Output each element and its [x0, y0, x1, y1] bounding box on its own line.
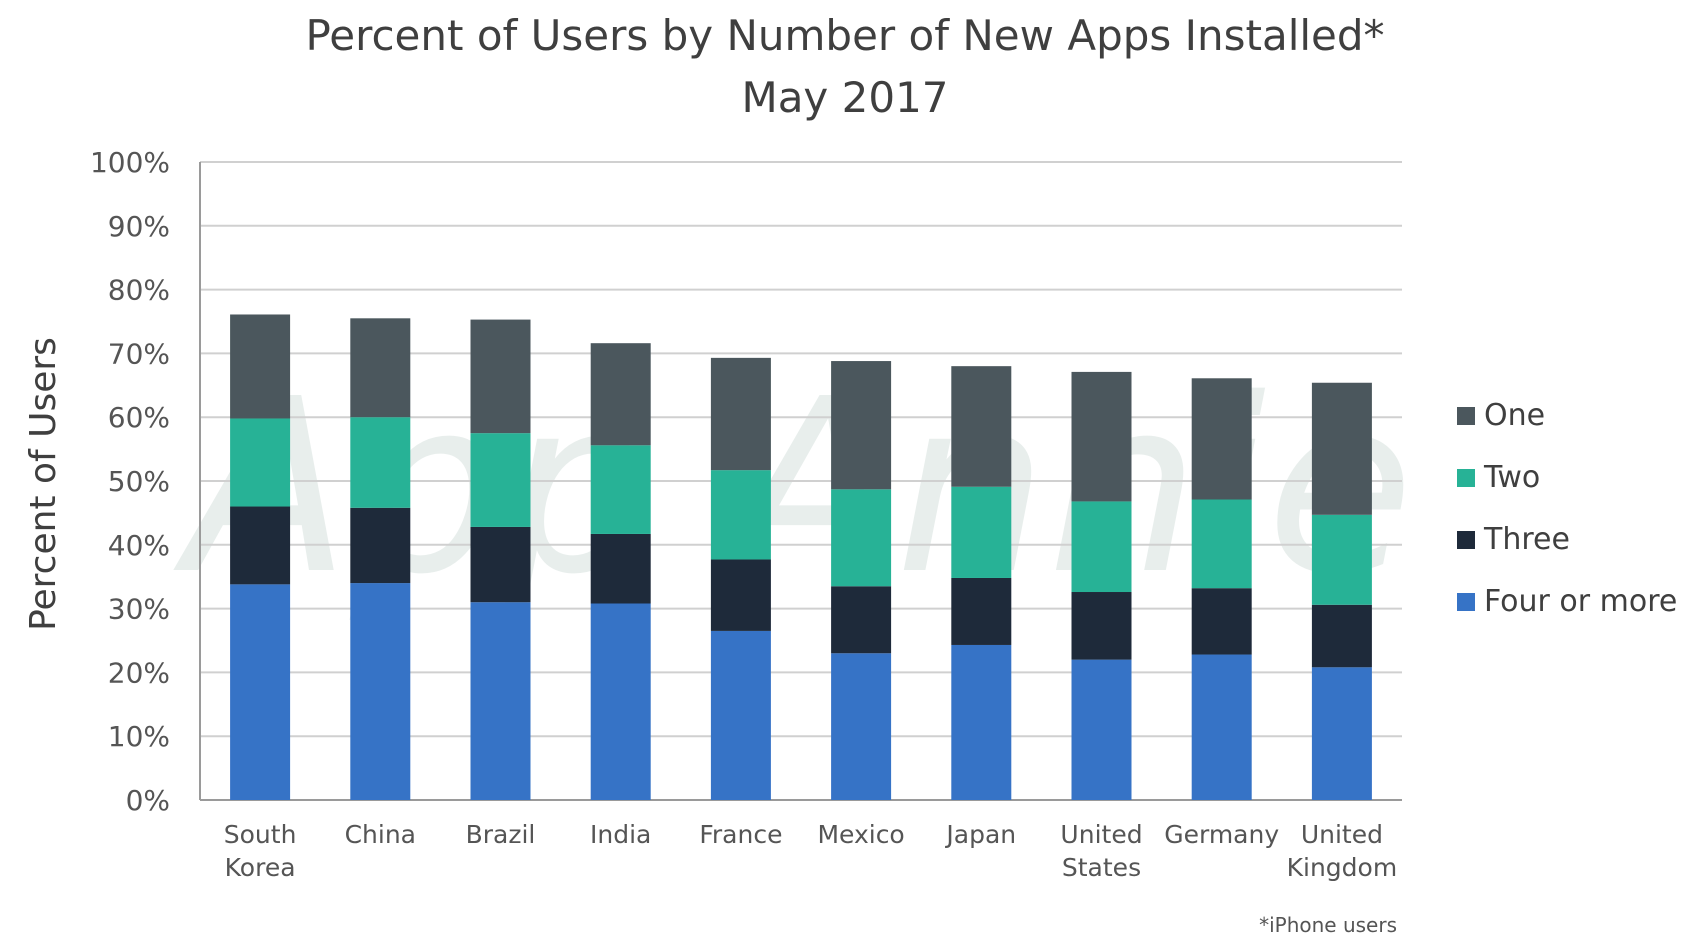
bar-segment-four-or-more [230, 584, 291, 800]
bar-segment-one [1311, 382, 1372, 515]
bar-segment-three [1071, 592, 1132, 660]
bar-segment-four-or-more [1311, 667, 1372, 800]
bar-segment-two [710, 470, 771, 560]
bar-segment-three [350, 507, 411, 584]
bar-segment-one [1071, 371, 1132, 502]
y-tick-label: 40% [108, 529, 170, 562]
bar-segment-one [590, 343, 651, 446]
x-tick-label: Brazil [466, 820, 536, 849]
bar-segment-three [230, 506, 291, 585]
x-tick-label: Mexico [817, 820, 904, 849]
x-tick-label: Japan [944, 820, 1016, 849]
y-tick-label: 70% [108, 337, 170, 370]
bar-segment-two [831, 489, 892, 587]
x-tick-label: China [345, 820, 416, 849]
bar-segment-two [350, 417, 411, 508]
bar-segment-four-or-more [951, 644, 1012, 800]
bar-segment-two [1071, 501, 1132, 593]
bar-segment-two [590, 445, 651, 534]
bar-segment-one [230, 314, 291, 419]
legend-label: Four or more [1484, 584, 1677, 619]
x-tick-label: United States [1060, 820, 1142, 882]
chart-title: Percent of Users by Number of New Apps I… [305, 11, 1384, 60]
bar-segment-two [951, 486, 1012, 578]
legend-label: Two [1483, 460, 1540, 495]
legend-label: One [1484, 398, 1545, 433]
bar-segment-one [710, 357, 771, 471]
bar-segment-one [831, 361, 892, 490]
legend-swatch [1457, 469, 1475, 487]
y-axis-title: Percent of Users [23, 337, 64, 631]
y-tick-label: 80% [108, 274, 170, 307]
bar-segment-four-or-more [1191, 654, 1252, 800]
bar-segment-four-or-more [831, 653, 892, 800]
bar-segment-two [1311, 514, 1372, 605]
y-tick-label: 60% [108, 401, 170, 434]
legend-swatch [1457, 407, 1475, 425]
bar-segment-three [590, 533, 651, 604]
bar-segment-four-or-more [710, 630, 771, 800]
legend-swatch [1457, 593, 1475, 611]
x-tick-label: France [699, 820, 782, 849]
bar-segment-three [1191, 588, 1252, 655]
y-tick-label: 10% [108, 720, 170, 753]
bar-segment-four-or-more [590, 603, 651, 800]
chart-subtitle: May 2017 [741, 73, 948, 122]
y-tick-label: 100% [90, 146, 170, 179]
bar-segment-one [1191, 378, 1252, 500]
x-tick-label: United Kingdom [1287, 820, 1398, 882]
bar-segment-three [1311, 604, 1372, 668]
bar-segment-four-or-more [350, 583, 411, 800]
bar-segment-four-or-more [1071, 659, 1132, 800]
y-tick-label: 30% [108, 593, 170, 626]
bar-segment-one [470, 319, 531, 434]
legend-swatch [1457, 531, 1475, 549]
y-tick-label: 20% [108, 656, 170, 689]
y-tick-label: 0% [126, 784, 170, 817]
y-tick-label: 50% [108, 465, 170, 498]
bar-segment-three [831, 586, 892, 654]
x-tick-label: South Korea [224, 820, 297, 882]
bar-segment-two [1191, 499, 1252, 589]
bar-segment-three [710, 559, 771, 631]
bar-segment-three [951, 577, 1012, 645]
x-tick-label: Germany [1164, 820, 1279, 849]
bar-segment-two [230, 418, 291, 507]
x-tick-label: India [590, 820, 651, 849]
bar-segment-three [470, 526, 531, 603]
footnote: *iPhone users [1259, 913, 1397, 937]
bar-segment-one [951, 366, 1012, 487]
bar-segment-two [470, 433, 531, 527]
bar-segment-four-or-more [470, 602, 531, 800]
legend-label: Three [1483, 522, 1570, 557]
bar-segment-one [350, 318, 411, 418]
y-tick-label: 90% [108, 210, 170, 243]
